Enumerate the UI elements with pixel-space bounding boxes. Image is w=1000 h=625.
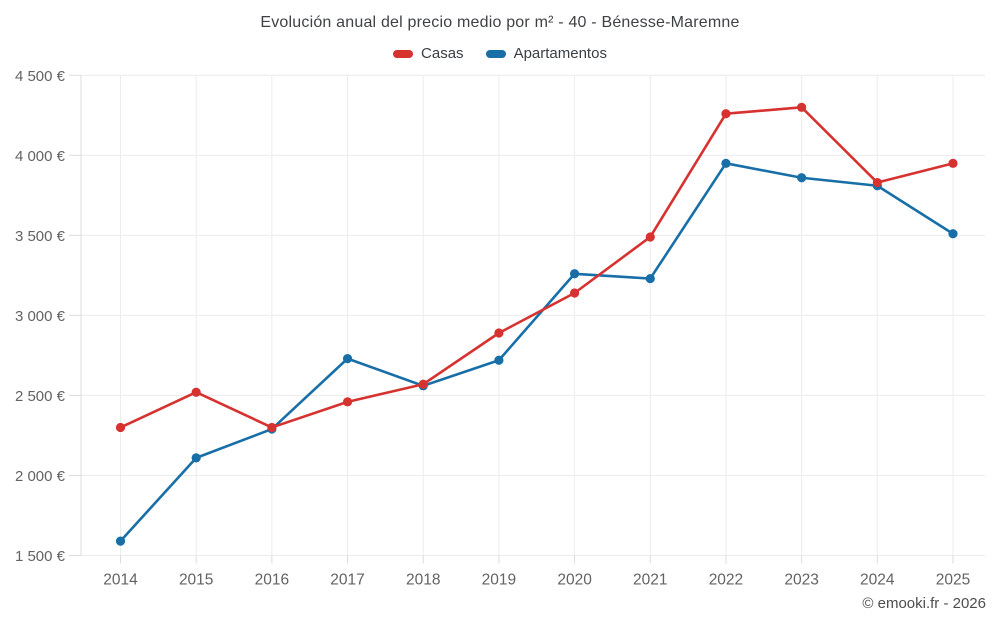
x-tick-label: 2022: [709, 572, 743, 589]
y-tick-label: 3 500 €: [15, 228, 66, 245]
data-point-apartamentos-2021[interactable]: [645, 273, 655, 284]
data-point-casas-2017[interactable]: [342, 397, 353, 407]
data-point-casas-2020[interactable]: [569, 288, 580, 298]
data-point-casas-2016[interactable]: [267, 422, 277, 433]
chart-title: Evolución anual del precio medio por m² …: [260, 14, 740, 31]
data-point-apartamentos-2022[interactable]: [721, 158, 731, 168]
x-tick-label: 2016: [255, 572, 289, 589]
x-tick-label: 2015: [179, 572, 213, 589]
data-point-casas-2015[interactable]: [191, 387, 201, 397]
y-tick-label: 2 000 €: [15, 468, 66, 485]
attribution: © emooki.fr - 2026: [862, 595, 986, 612]
x-tick-label: 2017: [330, 572, 364, 589]
y-tick-label: 4 500 €: [15, 68, 66, 85]
x-tick-label: 2024: [860, 572, 895, 589]
data-point-apartamentos-2017[interactable]: [342, 354, 353, 364]
data-point-casas-2018[interactable]: [418, 379, 428, 389]
data-point-casas-2021[interactable]: [645, 232, 655, 242]
series-line-apartamentos: [119, 162, 955, 543]
series-line-casas: [119, 106, 955, 429]
x-tick-label: 2021: [633, 572, 667, 589]
legend-item-apartamentos[interactable]: Apartamentos: [485, 45, 607, 62]
x-tick-label: 2023: [784, 572, 818, 589]
data-point-apartamentos-2025[interactable]: [948, 229, 958, 239]
data-point-apartamentos-2019[interactable]: [494, 355, 504, 365]
data-point-casas-2022[interactable]: [721, 109, 731, 119]
data-point-apartamentos-2020[interactable]: [569, 269, 580, 279]
data-point-casas-2025[interactable]: [948, 158, 958, 168]
x-tick-label: 2018: [406, 572, 440, 589]
data-point-casas-2024[interactable]: [872, 177, 882, 188]
legend-label-apartamentos: Apartamentos: [513, 45, 607, 62]
y-tick-label: 1 500 €: [15, 548, 66, 565]
apartamentos-swatch-icon: [485, 49, 506, 58]
y-tick-label: 2 500 €: [15, 388, 66, 405]
data-point-casas-2014[interactable]: [115, 422, 126, 433]
data-point-apartamentos-2015[interactable]: [191, 453, 201, 463]
y-tick-label: 4 000 €: [15, 148, 66, 165]
y-tick-label: 3 000 €: [15, 308, 66, 325]
x-tick-label: 2019: [482, 572, 516, 589]
casas-swatch-icon: [393, 49, 414, 58]
x-tick-label: 2025: [936, 572, 970, 589]
chart-legend: Casas Apartamentos: [0, 45, 1000, 62]
x-tick-label: 2014: [103, 572, 138, 589]
data-point-apartamentos-2014[interactable]: [115, 536, 126, 546]
data-point-casas-2019[interactable]: [494, 328, 504, 338]
data-point-apartamentos-2023[interactable]: [797, 173, 807, 183]
x-tick-label: 2020: [557, 572, 592, 589]
legend-item-casas[interactable]: Casas: [393, 45, 464, 62]
data-point-casas-2023[interactable]: [797, 102, 807, 112]
legend-label-casas: Casas: [421, 45, 464, 62]
